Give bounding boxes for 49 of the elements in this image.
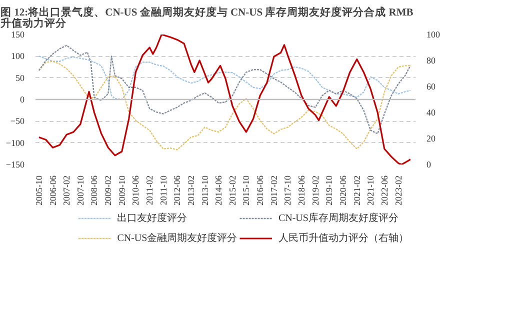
y-tick-label: −50 (10, 116, 25, 126)
x-tick-label: 2008-06 (89, 175, 100, 206)
y2-tick-label: 40 (426, 108, 436, 118)
x-tick-label: 2020-06 (338, 175, 348, 206)
x-tick-label: 2017-10 (282, 175, 293, 206)
x-tick-label: 2015-10 (241, 175, 252, 206)
x-tick-label: 2006-06 (48, 175, 58, 206)
x-tick-label: 2009-10 (116, 175, 127, 206)
x-tick-label: 2011-02 (144, 175, 155, 206)
y-tick-label: 150 (11, 30, 25, 40)
x-tick-label: 2019-02 (310, 175, 320, 206)
x-tick-label: 2007-10 (75, 175, 86, 206)
legend-label: 人民币升值动力评分（右轴） (278, 232, 408, 244)
y2-tick-label: 20 (426, 134, 436, 144)
y-tick-label: 50 (16, 72, 25, 83)
x-tick-label: 2017-02 (268, 175, 279, 206)
x-tick-label: 2021-10 (366, 175, 376, 206)
x-tick-label: 2013-10 (200, 175, 210, 206)
y-tick-label: −100 (6, 138, 25, 148)
y2-tick-label: 80 (426, 56, 436, 66)
x-tick-label: 2005-10 (34, 175, 44, 206)
line-series (38, 44, 411, 134)
x-tick-label: 2009-02 (103, 175, 114, 206)
y-tick-label: −150 (6, 160, 25, 170)
line-series (38, 60, 411, 150)
x-tick-label: 2018-06 (296, 175, 306, 206)
legend-label: CN-US金融周期友好度评分 (117, 232, 238, 244)
x-tick-label: 2010-06 (130, 175, 141, 206)
x-tick-label: 2015-02 (227, 175, 238, 206)
x-tick-label: 2021-02 (352, 175, 362, 206)
line-series (38, 34, 412, 164)
x-tick-label: 2019-10 (324, 175, 334, 206)
y-tick-label: 100 (11, 51, 25, 62)
y-tick-label: 0 (20, 94, 25, 104)
x-tick-label: 2022-06 (379, 175, 390, 206)
x-tick-label: 2014-06 (214, 175, 224, 206)
chart-title: 图 12:将出口景气度、CN-US 金融周期友好度与 CN-US 库存周期友好度评分合成 RMB 升值动力评分 (0, 6, 414, 30)
x-tick-label: 2011-10 (158, 175, 168, 206)
legend-label: 出口友好度评分 (117, 212, 188, 224)
y2-tick-label: 0 (426, 160, 432, 170)
x-tick-label: 2007-02 (62, 175, 72, 206)
legend-label: CN-US库存周期友好度评分 (278, 212, 398, 224)
y2-tick-label: 100 (426, 30, 440, 40)
x-tick-label: 2012-06 (172, 175, 182, 206)
x-tick-label: 2023-02 (393, 175, 404, 206)
line-series (38, 56, 411, 100)
y2-tick-label: 60 (426, 82, 436, 92)
x-tick-label: 2016-06 (255, 175, 266, 206)
x-tick-label: 2013-02 (186, 175, 196, 206)
